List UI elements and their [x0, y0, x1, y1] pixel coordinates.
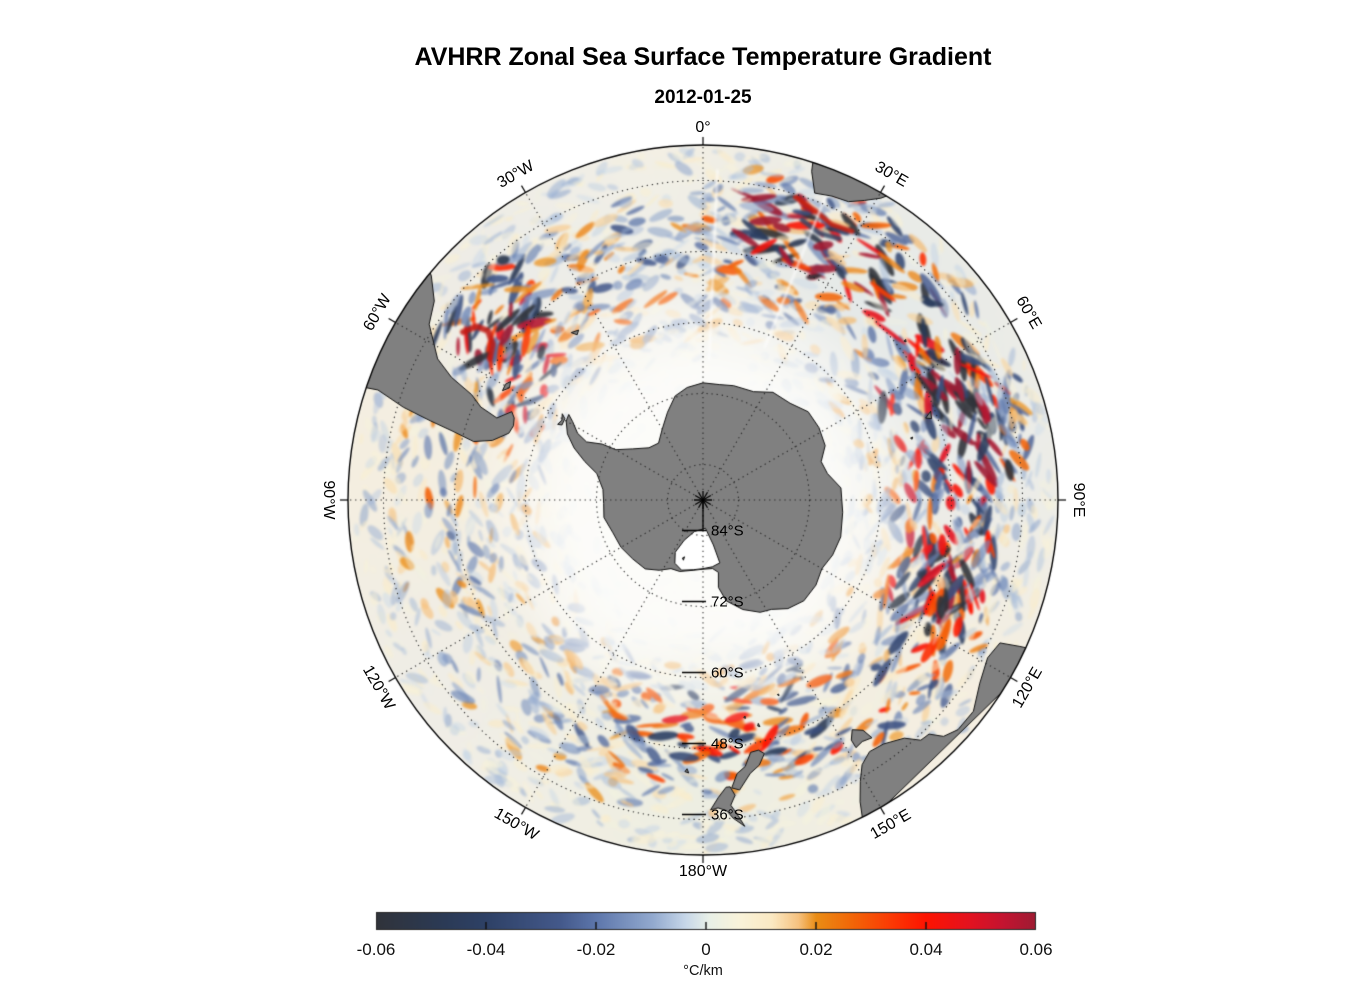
lon-label: 90°E [1070, 482, 1087, 518]
lon-label: 0° [695, 119, 711, 136]
lon-label: 180°W [678, 863, 728, 880]
colorbar-tick-label: 0.06 [1019, 940, 1053, 959]
colorbar-unit-label: °C/km [683, 963, 723, 979]
lat-label: 84°S [711, 522, 744, 539]
colorbar-tick-label: -0.02 [576, 940, 616, 959]
colorbar-tick-label: -0.04 [466, 940, 506, 959]
lat-label: 72°S [711, 593, 744, 610]
colorbar-tick-label: 0 [701, 940, 711, 959]
colorbar-tick-label: 0.04 [909, 940, 943, 959]
lon-label: 90°W [320, 480, 337, 520]
chart-title: AVHRR Zonal Sea Surface Temperature Grad… [414, 43, 992, 71]
colorbar-tick-label: -0.06 [356, 940, 396, 959]
chart-subtitle: 2012-01-25 [654, 87, 752, 108]
lat-label: 48°S [711, 735, 744, 752]
colorbar-tick-label: 0.02 [799, 940, 833, 959]
lat-label: 36°S [711, 806, 744, 823]
lat-label: 60°S [711, 664, 744, 681]
